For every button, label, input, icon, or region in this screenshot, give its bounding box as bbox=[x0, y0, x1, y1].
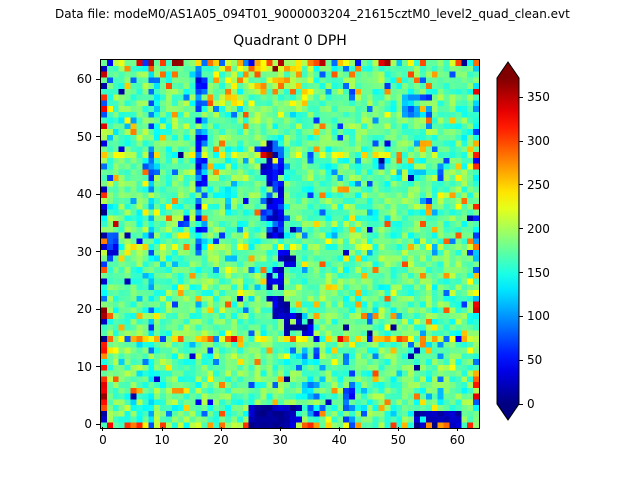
colorbar-tick-mark bbox=[519, 96, 523, 98]
heatmap-plot bbox=[100, 59, 480, 429]
chart-title: Quadrant 0 DPH bbox=[233, 33, 347, 49]
x-tick-label: 10 bbox=[154, 433, 170, 447]
colorbar-tick-mark bbox=[519, 359, 523, 361]
heatmap-canvas bbox=[101, 60, 479, 428]
colorbar bbox=[496, 61, 520, 421]
colorbar-tick-mark bbox=[519, 403, 523, 405]
y-tick-label: 50 bbox=[76, 129, 92, 144]
y-tick-mark bbox=[96, 193, 100, 195]
y-tick-mark bbox=[96, 251, 100, 253]
x-tick-label: 0 bbox=[99, 433, 107, 447]
colorbar-shape bbox=[496, 61, 520, 421]
x-tick-mark bbox=[220, 427, 222, 431]
x-tick-mark bbox=[338, 427, 340, 431]
y-tick-label: 10 bbox=[76, 359, 92, 374]
colorbar-tick-label: 350 bbox=[527, 90, 550, 105]
colorbar-tick-label: 250 bbox=[527, 177, 550, 192]
colorbar-tick-label: 150 bbox=[527, 265, 550, 280]
x-tick-label: 40 bbox=[331, 433, 347, 447]
colorbar-tick-mark bbox=[519, 315, 523, 317]
x-tick-mark bbox=[456, 427, 458, 431]
y-tick-mark bbox=[96, 308, 100, 310]
x-tick-mark bbox=[161, 427, 163, 431]
y-tick-mark bbox=[96, 423, 100, 425]
x-tick-label: 60 bbox=[449, 433, 465, 447]
colorbar-tick-label: 300 bbox=[527, 134, 550, 149]
colorbar-tick-label: 0 bbox=[527, 397, 535, 411]
colorbar-tick-label: 100 bbox=[527, 309, 550, 324]
x-tick-mark bbox=[397, 427, 399, 431]
colorbar-tick-mark bbox=[519, 272, 523, 274]
y-tick-label: 30 bbox=[76, 244, 92, 259]
x-tick-label: 20 bbox=[213, 433, 229, 447]
y-tick-label: 0 bbox=[84, 417, 92, 432]
y-tick-label: 40 bbox=[76, 187, 92, 202]
colorbar-tick-label: 50 bbox=[527, 353, 543, 368]
y-tick-label: 60 bbox=[76, 72, 92, 87]
colorbar-tick-mark bbox=[519, 228, 523, 230]
y-tick-mark bbox=[96, 78, 100, 80]
x-tick-mark bbox=[102, 427, 104, 431]
colorbar-tick-label: 200 bbox=[527, 221, 550, 236]
x-tick-label: 50 bbox=[390, 433, 406, 447]
y-tick-label: 20 bbox=[76, 302, 92, 317]
colorbar-tick-mark bbox=[519, 140, 523, 142]
x-tick-mark bbox=[279, 427, 281, 431]
y-tick-mark bbox=[96, 136, 100, 138]
x-tick-label: 30 bbox=[272, 433, 288, 447]
y-tick-mark bbox=[96, 366, 100, 368]
datafile-label: Data file: modeM0/AS1A05_094T01_90000032… bbox=[55, 7, 570, 21]
colorbar-tick-mark bbox=[519, 184, 523, 186]
